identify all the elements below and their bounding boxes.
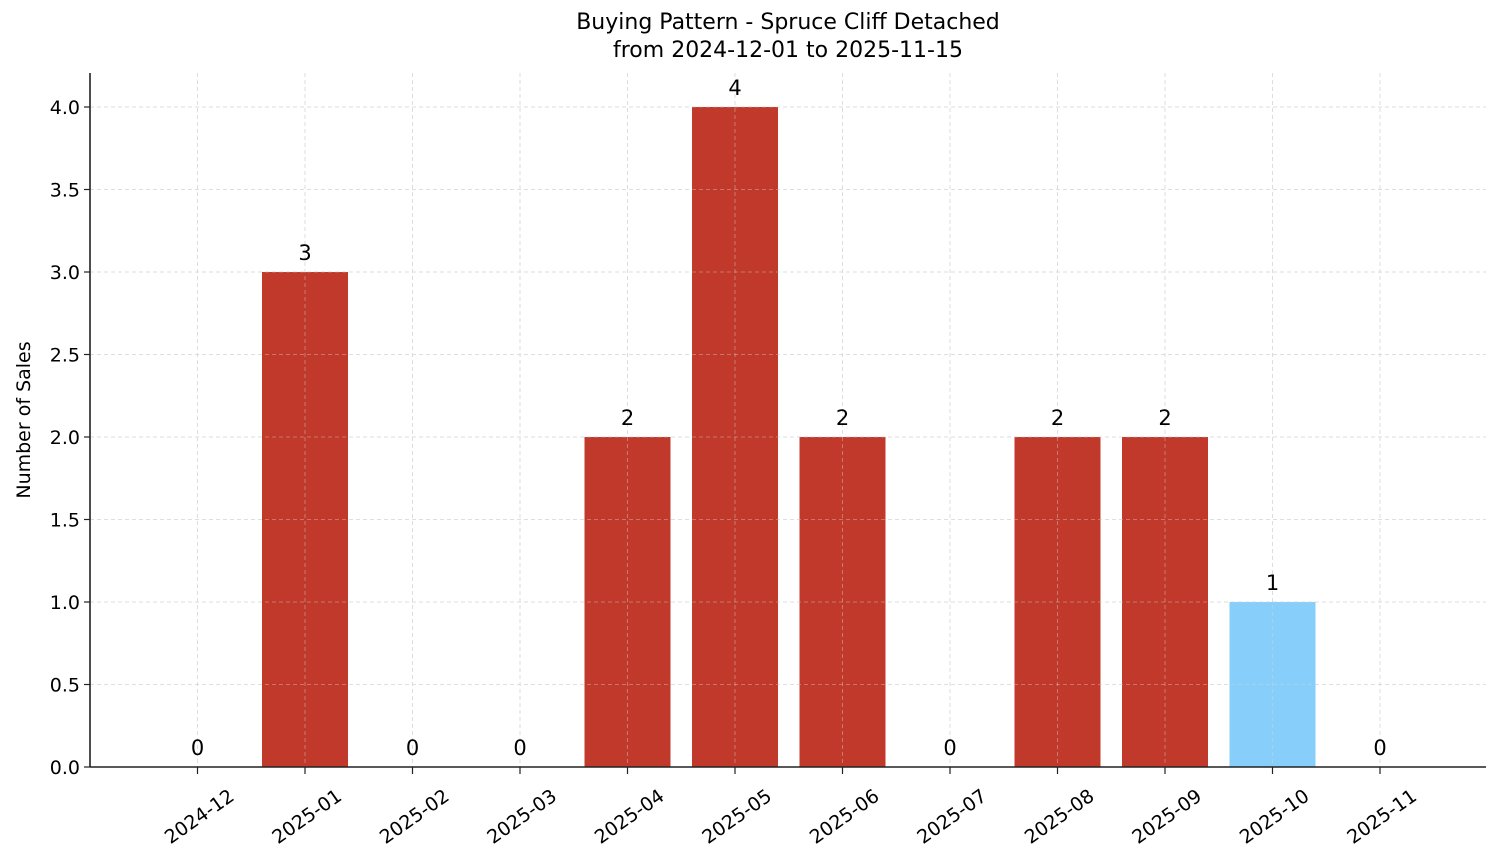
bar-value-label: 0 (191, 736, 204, 760)
y-tick-label: 0.0 (50, 757, 80, 779)
x-tick-label: 2025-10 (1236, 785, 1314, 849)
axes (89, 73, 1486, 768)
data-labels: 0 3 0 0 2 4 2 0 2 2 1 0 (191, 76, 1387, 760)
x-tick-label: 2025-07 (913, 785, 991, 849)
x-tick-label: 2025-05 (698, 785, 776, 849)
y-tick-label: 1.5 (50, 510, 80, 532)
y-tick-label: 2.0 (50, 427, 80, 449)
y-axis-label: Number of Sales (13, 341, 35, 498)
y-tick-label: 2.5 (50, 345, 80, 367)
x-tick-label: 2025-11 (1343, 785, 1421, 849)
y-tick-label: 3.5 (50, 180, 80, 202)
x-tick-label: 2025-02 (376, 785, 454, 849)
bar-value-label: 2 (1051, 406, 1064, 430)
bar-value-label: 0 (1373, 736, 1386, 760)
x-tick-label: 2025-01 (268, 785, 346, 849)
y-tick-label: 0.5 (50, 675, 80, 697)
bar-value-label: 1 (1266, 571, 1279, 595)
y-tick-label: 1.0 (50, 592, 80, 614)
bar-value-label: 0 (943, 736, 956, 760)
chart-title: Buying Pattern - Spruce Cliff Detached (576, 10, 1000, 35)
bar-value-label: 0 (513, 736, 526, 760)
bar-value-label: 0 (406, 736, 419, 760)
chart-subtitle: from 2024-12-01 to 2025-11-15 (613, 38, 963, 63)
bar-value-label: 2 (836, 406, 849, 430)
y-tick-label: 4.0 (50, 97, 80, 119)
bar-value-label: 2 (621, 406, 634, 430)
bar-value-label: 2 (1158, 406, 1171, 430)
x-tick-label: 2025-06 (806, 785, 884, 849)
x-axis-ticks: 2024-12 2025-01 2025-02 2025-03 2025-04 2025-… (161, 767, 1421, 849)
x-tick-label: 2024-12 (161, 785, 239, 849)
y-axis-ticks: 0.0 0.5 1.0 1.5 2.0 2.5 3.0 3.5 4.0 (50, 97, 90, 779)
x-tick-label: 2025-03 (483, 785, 561, 849)
bar-value-label: 4 (728, 76, 741, 100)
x-tick-label: 2025-04 (591, 785, 669, 849)
x-tick-label: 2025-08 (1021, 785, 1099, 849)
y-tick-label: 3.0 (50, 262, 80, 284)
bar-value-label: 3 (298, 241, 311, 265)
x-tick-label: 2025-09 (1128, 785, 1206, 849)
